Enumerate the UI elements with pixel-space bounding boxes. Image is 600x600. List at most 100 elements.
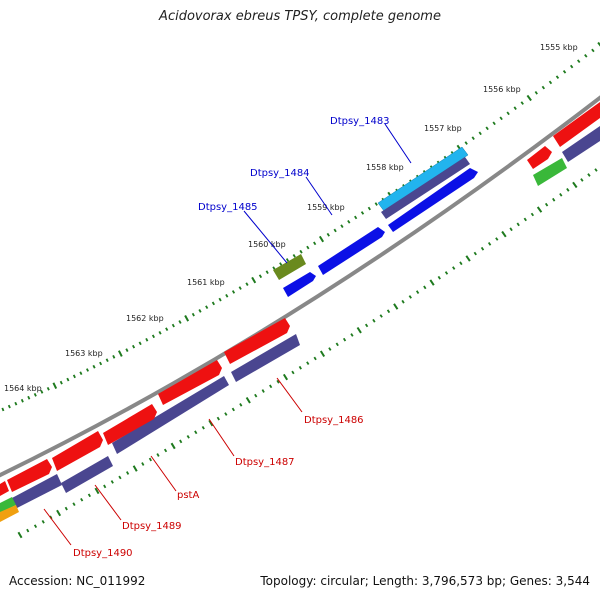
outer-tick-90 [597, 41, 600, 47]
gene-block-cyan-1483[interactable] [377, 146, 469, 212]
inner-tick-0 [17, 531, 23, 539]
gene-label-dtpsy-1483[interactable]: Dtpsy_1483 [330, 116, 390, 127]
outer-tick-23 [138, 341, 142, 346]
inner-tick-15 [132, 465, 138, 472]
outer-tick-49 [313, 241, 317, 246]
kbp-label-1558: 1558 kbp [366, 163, 404, 172]
outer-tick-40 [251, 276, 257, 284]
outer-tick-87 [576, 59, 581, 64]
inner-tick-50 [393, 303, 399, 310]
outer-tick-41 [258, 274, 263, 279]
inner-tick-21 [179, 439, 183, 444]
gene-label-dtpsy-1486[interactable]: Dtpsy_1486 [304, 415, 364, 426]
outer-tick-35 [218, 297, 222, 302]
inner-tick-9 [87, 493, 91, 498]
inner-tick-68 [523, 217, 527, 222]
outer-tick-77 [506, 111, 510, 116]
gene-label-dtpsy-1489[interactable]: Dtpsy_1489 [122, 521, 182, 532]
outer-tick-58 [374, 202, 378, 206]
gene-block-red-edge[interactable] [0, 481, 9, 496]
outer-tick-32 [198, 309, 202, 313]
inner-tick-51 [401, 299, 405, 304]
outer-tick-42 [265, 270, 269, 275]
outer-tick-38 [238, 286, 242, 290]
outer-tick-17 [99, 361, 103, 366]
outer-tick-26 [158, 330, 162, 335]
inner-tick-46 [364, 323, 369, 328]
kbp-label-1555: 1555 kbp [540, 43, 578, 52]
outer-tick-37 [231, 290, 236, 294]
gene-block-purple-1489[interactable] [61, 456, 113, 493]
outer-tick-30 [184, 315, 190, 322]
inner-tick-58 [452, 266, 456, 270]
gene-block-green-edge[interactable] [0, 497, 16, 513]
outer-tick-22 [132, 344, 136, 349]
gene-block-blue-1485[interactable] [318, 227, 385, 275]
gene-block-purple-1484[interactable] [381, 157, 470, 219]
outer-tick-82 [541, 85, 546, 90]
inner-tick-26 [216, 416, 220, 421]
gene-block-olive-1485[interactable] [273, 254, 306, 280]
gene-block-red-1487[interactable] [158, 360, 222, 405]
inner-tick-32 [261, 389, 265, 393]
gene-block-purple-1490[interactable] [12, 474, 62, 508]
inner-tick-13 [118, 475, 122, 480]
map-title: Acidovorax ebreus TPSY, complete genome [159, 9, 441, 24]
outer-tick-5 [20, 398, 24, 403]
outer-tick-46 [292, 254, 296, 258]
inner-tick-7 [72, 502, 76, 507]
kbp-label-1556: 1556 kbp [483, 85, 521, 94]
gene-block-purple-1486[interactable] [231, 334, 300, 382]
outer-tick-19 [112, 355, 116, 359]
gene-label-dtpsy-1485[interactable]: Dtpsy_1485 [198, 202, 258, 213]
gene-block-red-right-2[interactable] [553, 102, 600, 147]
outer-tick-85 [562, 70, 567, 74]
gene-label-psta[interactable]: pstA [177, 490, 199, 501]
inner-tick-73 [559, 192, 563, 197]
outer-tick-81 [534, 90, 538, 95]
kbp-label-1559: 1559 kbp [307, 203, 345, 212]
inner-tick-28 [231, 407, 235, 412]
gene-block-purple-right[interactable] [562, 126, 600, 162]
inner-tick-57 [444, 271, 449, 275]
kbp-label-1557: 1557 kbp [424, 124, 462, 133]
accession-label: Accession: NC_011992 [9, 574, 146, 588]
inner-tick-48 [379, 314, 383, 318]
top-strand-genes [273, 102, 600, 297]
inner-tick-60 [465, 255, 471, 262]
outer-tick-2 [1, 407, 5, 412]
outer-tick-57 [367, 206, 371, 211]
gene-block-red-right-1[interactable] [527, 146, 552, 169]
inner-tick-78 [594, 168, 598, 172]
gene-block-red-1490[interactable] [7, 459, 52, 492]
gene-block-red-1489[interactable] [52, 431, 103, 471]
gene-label-dtpsy-1484[interactable]: Dtpsy_1484 [250, 168, 310, 179]
outer-tick-50 [318, 235, 325, 243]
gene-label-dtpsy-1487[interactable]: Dtpsy_1487 [235, 457, 295, 468]
inner-tick-6 [64, 506, 68, 511]
gene-block-blue-1484b[interactable] [388, 168, 478, 232]
gene-block-blue-small[interactable] [283, 272, 316, 297]
gene-block-red-1486[interactable] [224, 318, 290, 364]
outer-tick-15 [85, 368, 90, 372]
gene-block-red-pstA[interactable] [103, 404, 157, 445]
inner-tick-62 [480, 246, 485, 251]
gene-block-orange-edge[interactable] [0, 505, 19, 522]
gene-block-green-right[interactable] [533, 158, 567, 186]
inner-tick-41 [328, 347, 332, 351]
outer-tick-79 [520, 101, 524, 105]
kbp-label-1564: 1564 kbp [4, 384, 42, 393]
gene-label-dtpsy-1490[interactable]: Dtpsy_1490 [73, 548, 133, 559]
outer-tick-7 [33, 393, 37, 397]
outer-tick-6 [27, 395, 31, 400]
inner-tick-70 [536, 206, 543, 213]
inner-tick-77 [587, 173, 591, 177]
outer-tick-43 [272, 266, 276, 270]
outer-tick-73 [478, 131, 482, 136]
inner-tick-38 [306, 361, 310, 365]
outer-tick-21 [125, 348, 129, 353]
inner-tick-45 [356, 326, 362, 334]
inner-tick-44 [350, 333, 354, 337]
gene-block-purple-1487[interactable] [112, 376, 229, 454]
inner-tick-53 [415, 290, 420, 294]
